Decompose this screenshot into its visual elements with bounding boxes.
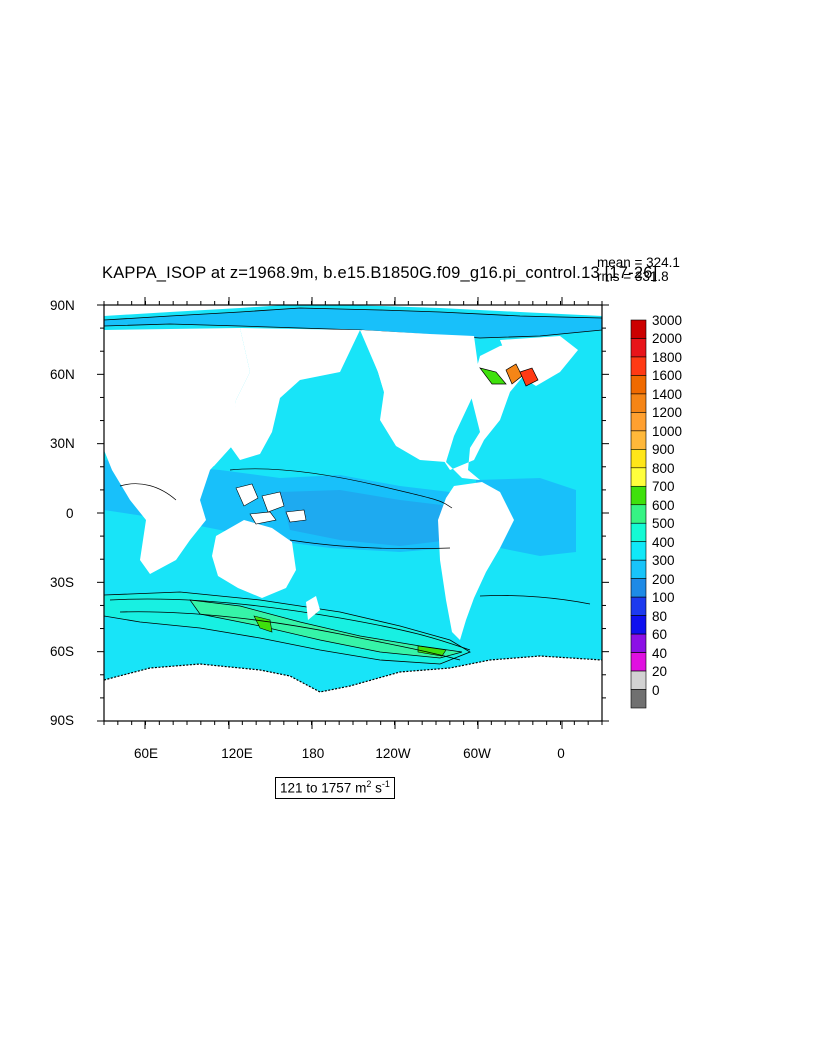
legend-label: 700 [652, 479, 675, 495]
north-america-west [360, 330, 474, 462]
contour-line-pac [229, 468, 453, 509]
acc-core [189, 599, 463, 659]
legend-swatch [630, 356, 647, 376]
legend-label: 100 [652, 590, 675, 606]
south-america [438, 482, 514, 640]
x-label-60e: 60E [133, 746, 159, 761]
stats-block: mean = 324.1 rms = 331.8 [597, 256, 680, 284]
new-zealand [306, 596, 320, 620]
map-plot-area [104, 305, 602, 721]
y-label-90n: 90N [50, 298, 75, 313]
rms-value: rms = 331.8 [597, 269, 669, 284]
legend-swatch [630, 615, 647, 635]
legend-swatch [630, 670, 647, 690]
legend-label: 20 [652, 664, 668, 680]
legend-label: 80 [652, 608, 668, 624]
legend-swatch [630, 393, 647, 413]
legend-swatch [630, 578, 647, 598]
range-box: 121 to 1757 m2 s-1 [275, 777, 395, 799]
asia-east [104, 330, 232, 488]
legend-label: 2000 [652, 331, 683, 347]
arctic-ocean [104, 307, 602, 339]
labrador-hotspot [479, 367, 507, 385]
legend-swatch [630, 430, 647, 450]
contour-line-pac-2 [289, 539, 451, 550]
contour-line-s2 [119, 611, 461, 661]
legend-label: 1200 [652, 405, 683, 421]
legend-label: 1400 [652, 386, 683, 402]
india [156, 460, 186, 500]
mean-value: mean = 324.1 [597, 255, 680, 270]
map-title: KAPPA_ISOP at z=1968.9m, b.e15.B1850G.f0… [102, 264, 658, 282]
y-label-90s: 90S [50, 713, 75, 728]
legend-label: 500 [652, 516, 675, 532]
x-label-120w: 120W [375, 746, 411, 761]
contour-line-s3 [479, 595, 591, 605]
legend-label: 3000 [652, 313, 683, 328]
legend-swatch [630, 689, 647, 709]
y-label-30s: 30S [50, 575, 75, 590]
legend-label: 1800 [652, 349, 683, 365]
legend-swatch [630, 652, 647, 672]
x-label-0: 0 [557, 746, 565, 761]
y-label-30n: 30N [50, 436, 75, 451]
legend-swatch [630, 522, 647, 543]
x-label-120e: 120E [221, 746, 253, 761]
legend-label: 1600 [652, 368, 683, 384]
legend-swatch [630, 633, 647, 653]
legend-label: 1000 [652, 423, 683, 439]
legend-swatch [630, 485, 647, 506]
equatorial-pacific-low [280, 490, 450, 546]
legend-swatch [630, 319, 647, 339]
arctic-land-north [104, 305, 602, 316]
legend-swatch [630, 449, 647, 469]
contour-line-s1 [109, 598, 471, 651]
asia [230, 328, 360, 460]
legend-bar [630, 319, 647, 709]
australia [212, 520, 296, 598]
legend-swatch [630, 375, 647, 395]
legend-swatch [630, 467, 647, 487]
y-label-0: 0 [66, 506, 74, 521]
legend-label: 0 [652, 682, 660, 698]
legend-label: 200 [652, 571, 675, 587]
legend-label: 600 [652, 497, 675, 513]
legend-swatch [630, 541, 647, 561]
legend-label: 40 [652, 645, 668, 661]
legend-label: 800 [652, 460, 675, 476]
legend-swatch [630, 596, 647, 616]
x-label-60w: 60W [463, 746, 491, 761]
legend-label: 400 [652, 534, 675, 550]
legend-swatch [630, 559, 647, 579]
y-label-60s: 60S [50, 644, 75, 659]
y-label-60n: 60N [50, 367, 75, 382]
legend-label: 300 [652, 553, 675, 569]
legend-swatch [630, 338, 647, 358]
contour-line-ind [119, 483, 177, 501]
maritime-continent [235, 483, 307, 525]
greenland-hotspot-2 [519, 367, 539, 387]
legend-swatch [630, 412, 647, 432]
tick-marks [97, 297, 609, 729]
unit-power-s: -1 [381, 779, 390, 789]
antarctic-coast [104, 655, 602, 693]
antarctica [104, 656, 602, 721]
unit-power-m: 2 [366, 779, 372, 789]
unit-mid: s [371, 780, 382, 796]
legend-swatch [630, 504, 647, 524]
x-label-180: 180 [301, 746, 325, 761]
legend-label: 900 [652, 442, 675, 458]
range-text: 121 to 1757 m [280, 780, 367, 796]
legend-label: 60 [652, 627, 668, 643]
